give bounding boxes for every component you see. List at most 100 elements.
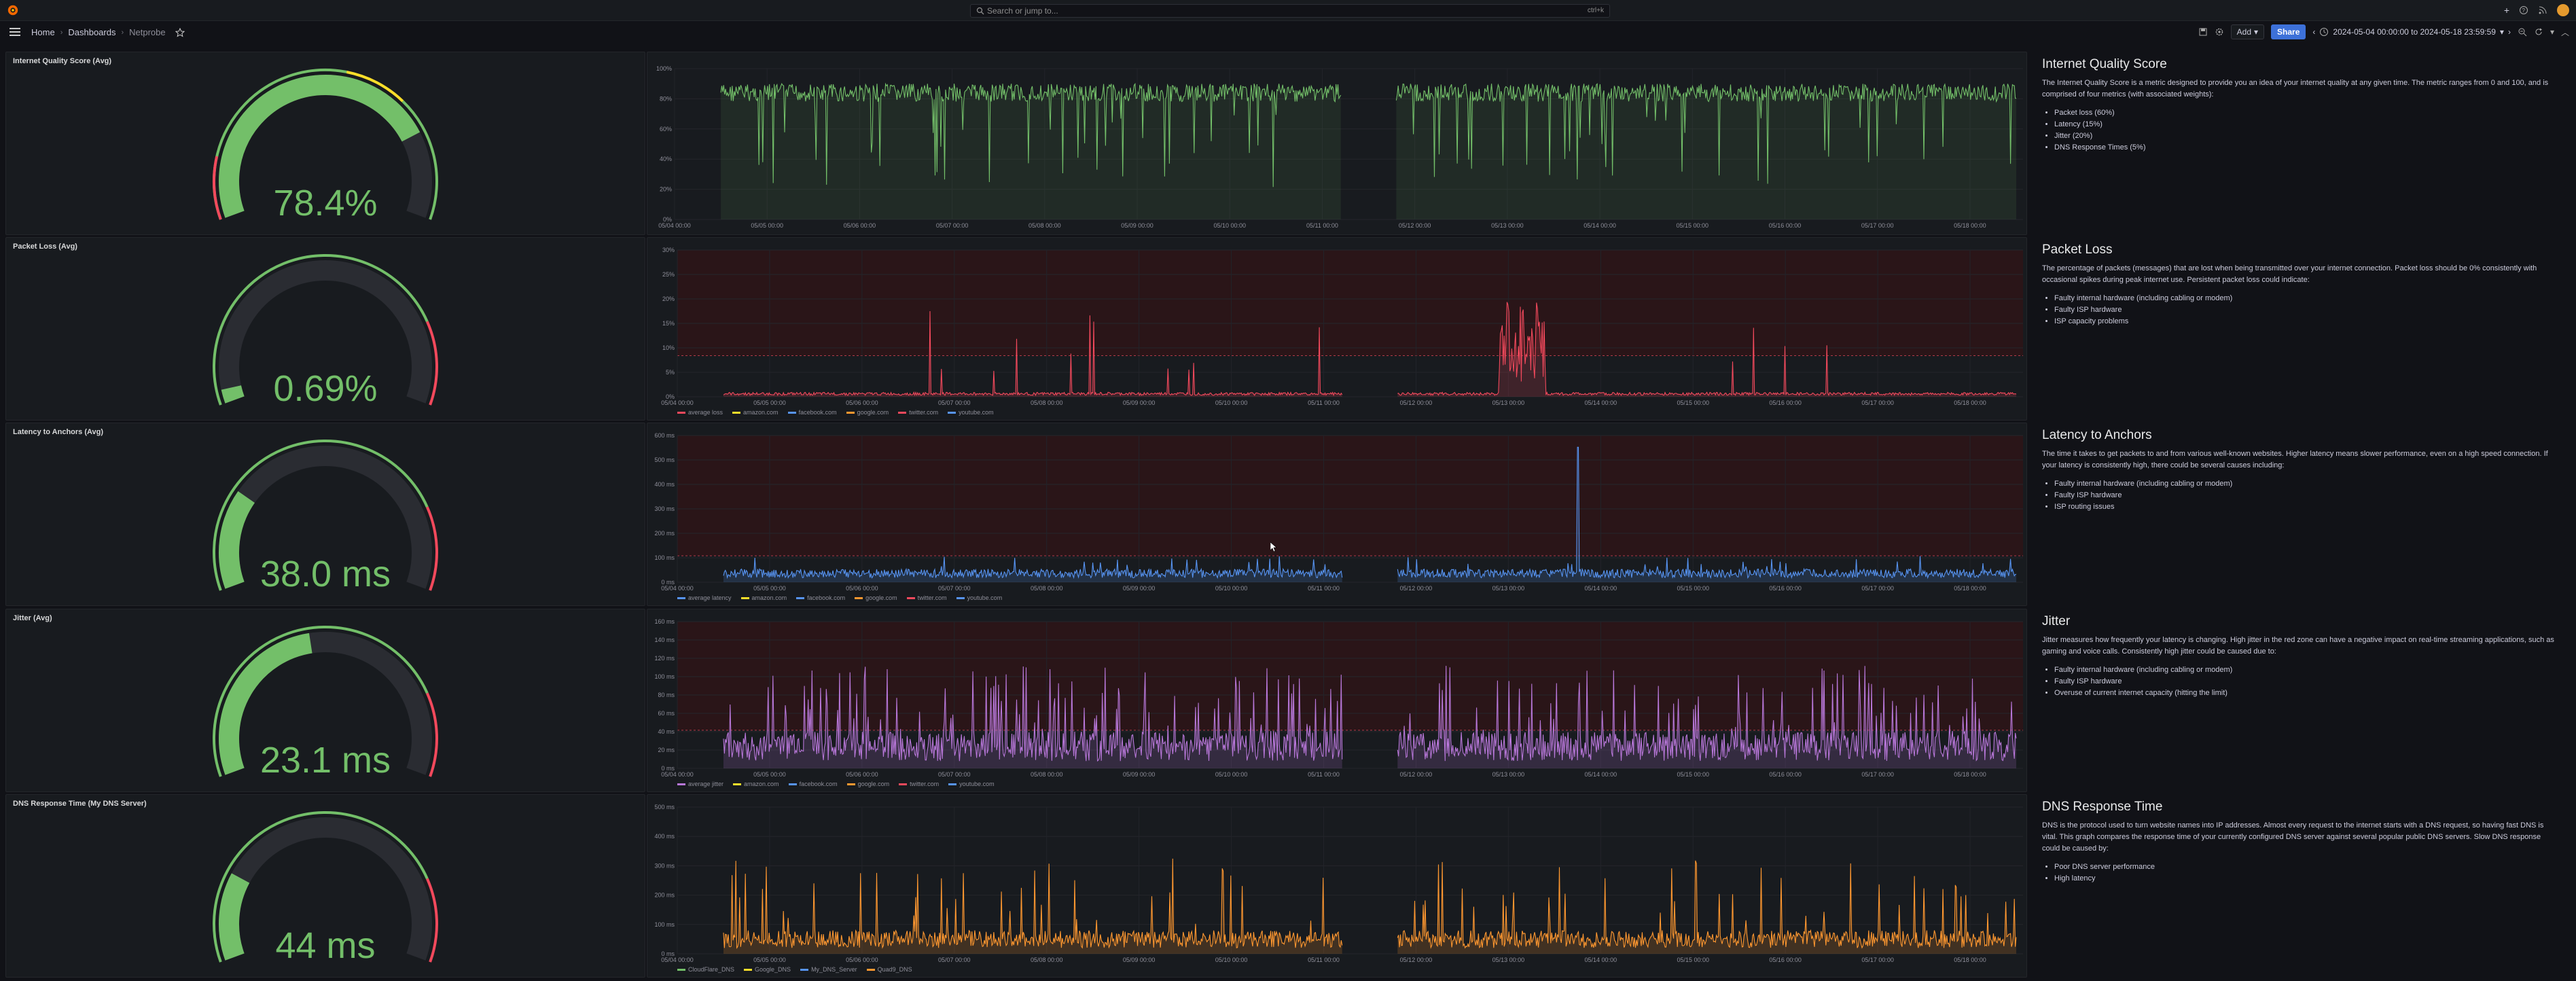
y-tick-label: 600 ms (654, 432, 675, 439)
x-tick-label: 05/04 00:00 (661, 771, 694, 778)
info-text-panel: Packet Loss The percentage of packets (me… (2042, 243, 2558, 414)
legend-item[interactable]: Google_DNS (744, 966, 791, 973)
legend-item[interactable]: twitter.com (906, 594, 947, 601)
menu-icon[interactable] (10, 28, 20, 36)
collapse-chevron-up-icon[interactable]: ︿ (2560, 27, 2569, 37)
legend-label: facebook.com (799, 781, 838, 787)
time-range-picker[interactable]: ‹ 2024-05-04 00:00:00 to 2024-05-18 23:5… (2312, 27, 2511, 37)
x-tick-label: 05/11 00:00 (1308, 771, 1340, 778)
timeseries-chart: 0 ms 100 ms 200 ms 300 ms 400 ms 500 ms 600 ms… (654, 432, 2023, 592)
y-tick-label: 80% (660, 95, 672, 102)
star-icon[interactable] (175, 27, 185, 37)
gauge-value-arc (221, 385, 245, 404)
add-button[interactable]: Add ▾ (2230, 24, 2265, 39)
legend-item[interactable]: google.com (846, 409, 889, 416)
breadcrumb-home[interactable]: Home (31, 27, 55, 37)
legend-item[interactable]: amazon.com (740, 594, 787, 601)
chevron-down-icon[interactable]: ▾ (2550, 27, 2554, 37)
x-tick-label: 05/16 00:00 (1769, 585, 1802, 592)
news-rss-icon[interactable] (2538, 5, 2547, 15)
gauge-panel: Internet Quality Score (Avg) 78.4% (5, 52, 645, 235)
legend-swatch (740, 596, 749, 599)
gauge-panel: Jitter (Avg) 23.1 ms (5, 609, 645, 792)
gauge-threshold-ok (213, 440, 429, 591)
x-tick-label: 05/10 00:00 (1215, 771, 1248, 778)
gauge-panel-title: Packet Loss (Avg) (13, 243, 77, 251)
top-actions: + ? (2504, 4, 2569, 16)
series-line (1397, 302, 2017, 397)
chart-legend: average loss amazon.com facebook.com google… (677, 409, 994, 416)
series-area (1396, 84, 2016, 219)
settings-gear-icon[interactable] (2215, 27, 2224, 37)
x-tick-label: 05/10 00:00 (1213, 222, 1246, 229)
share-label: Share (2277, 27, 2300, 37)
legend-swatch (733, 783, 742, 785)
legend-swatch (866, 968, 875, 971)
chevron-left-icon[interactable]: ‹ (2312, 27, 2316, 37)
y-tick-label: 500 ms (654, 804, 675, 810)
help-icon[interactable]: ? (2519, 5, 2528, 15)
x-tick-label: 05/13 00:00 (1492, 957, 1525, 963)
search-input[interactable]: Search or jump to... ctrl+k (970, 4, 1610, 18)
legend-item[interactable]: twitter.com (898, 409, 938, 416)
y-tick-label: 20 ms (658, 747, 675, 753)
refresh-icon[interactable] (2534, 27, 2543, 37)
legend-item[interactable]: My_DNS_Server (800, 966, 857, 973)
x-tick-label: 05/14 00:00 (1585, 771, 1617, 778)
legend-item[interactable]: CloudFlare_DNS (677, 966, 734, 973)
clock-icon (2320, 28, 2329, 36)
legend-item[interactable]: average latency (677, 594, 732, 601)
x-tick-label: 05/06 00:00 (846, 771, 878, 778)
gauge-chart: 44 ms (213, 811, 438, 966)
top-navbar: Search or jump to... ctrl+k + ? (0, 0, 2576, 21)
legend-item[interactable]: youtube.com (956, 594, 1002, 601)
legend-swatch (948, 783, 957, 785)
chevron-right-icon[interactable]: › (2507, 27, 2511, 37)
grafana-logo-icon[interactable] (7, 4, 19, 16)
legend-item[interactable]: average jitter (677, 781, 723, 787)
legend-label: twitter.com (910, 781, 940, 787)
y-tick-label: 60% (660, 126, 672, 132)
legend-label: CloudFlare_DNS (688, 966, 735, 973)
gauge-value-arc (219, 490, 255, 589)
user-avatar[interactable] (2557, 4, 2569, 16)
legend-item[interactable]: average loss (677, 409, 723, 416)
gauge-panel: Packet Loss (Avg) 0.69% (5, 237, 645, 421)
x-tick-label: 05/08 00:00 (1031, 771, 1063, 778)
breadcrumb-dashboards[interactable]: Dashboards (68, 27, 116, 37)
legend-item[interactable]: amazon.com (732, 409, 779, 416)
search-placeholder: Search or jump to... (987, 6, 1058, 16)
legend-item[interactable]: google.com (846, 781, 889, 787)
x-tick-label: 05/12 00:00 (1400, 585, 1433, 592)
x-tick-label: 05/04 00:00 (661, 957, 694, 963)
x-tick-label: 05/11 00:00 (1308, 585, 1340, 592)
legend-label: My_DNS_Server (811, 966, 857, 973)
gauge-chart: 23.1 ms (213, 626, 438, 781)
gauge-threshold-good (401, 100, 438, 220)
legend-label: amazon.com (751, 594, 787, 601)
legend-item[interactable]: Quad9_DNS (866, 966, 912, 973)
x-tick-label: 05/17 00:00 (1861, 399, 1894, 406)
x-tick-label: 05/07 00:00 (938, 399, 971, 406)
share-button[interactable]: Share (2271, 24, 2306, 39)
x-tick-label: 05/13 00:00 (1492, 399, 1525, 406)
search-shortcut: ctrl+k (1587, 7, 1604, 14)
legend-item[interactable]: youtube.com (948, 781, 995, 787)
legend-item[interactable]: facebook.com (787, 409, 837, 416)
zoom-out-icon[interactable] (2518, 27, 2527, 37)
legend-item[interactable]: youtube.com (948, 409, 994, 416)
chart-legend: CloudFlare_DNS Google_DNS My_DNS_Server Qua… (677, 966, 912, 973)
legend-item[interactable]: google.com (855, 594, 897, 601)
legend-label: Google_DNS (755, 966, 791, 973)
series-line (1397, 666, 2017, 762)
legend-item[interactable]: amazon.com (733, 781, 779, 787)
save-icon[interactable] (2198, 27, 2208, 37)
legend-item[interactable]: facebook.com (796, 594, 845, 601)
legend-item[interactable]: twitter.com (899, 781, 939, 787)
y-tick-label: 200 ms (654, 530, 675, 537)
new-plus-button[interactable]: + (2503, 5, 2509, 16)
gauge-threshold-bad (425, 692, 438, 777)
legend-item[interactable]: facebook.com (788, 781, 838, 787)
y-tick-label: 120 ms (654, 655, 675, 662)
y-tick-label: 100 ms (654, 554, 675, 561)
